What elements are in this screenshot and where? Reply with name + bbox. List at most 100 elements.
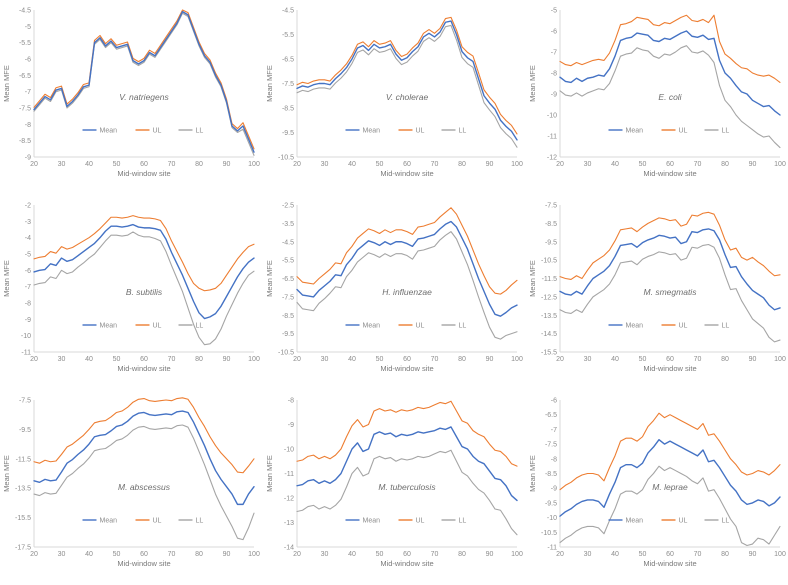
y-tick-label: -8 bbox=[288, 398, 294, 405]
series-line-ul bbox=[33, 9, 255, 150]
y-tick-label: -9 bbox=[25, 317, 31, 324]
y-tick-label: -10 bbox=[21, 333, 31, 340]
legend: Mean UL LL bbox=[345, 518, 466, 525]
legend: Mean UL LL bbox=[82, 518, 203, 525]
x-tick-label: 70 bbox=[694, 356, 702, 363]
x-tick-label: 50 bbox=[113, 356, 121, 363]
x-tick-label: 50 bbox=[376, 356, 384, 363]
y-axis-title: Mean MFE bbox=[265, 260, 274, 297]
y-tick-label: -9 bbox=[288, 422, 294, 429]
series-line-ll bbox=[33, 424, 255, 541]
x-tick-label: 80 bbox=[458, 356, 466, 363]
x-tick-label: 90 bbox=[486, 551, 494, 558]
chart-title: B. subtilis bbox=[126, 287, 163, 297]
y-tick-label: -2 bbox=[25, 203, 31, 210]
y-tick-label: -13 bbox=[284, 520, 294, 527]
y-tick-label: -15.5 bbox=[15, 515, 31, 522]
legend-label: UL bbox=[679, 323, 688, 330]
legend-label: Mean bbox=[100, 128, 118, 135]
y-axis-title: Mean MFE bbox=[528, 260, 537, 297]
chart-panel-e-coli: -5 -6 -7 -8 -9 -10 -11 -12 20 30 40 50 60 70 80 90 100 Mi… bbox=[526, 0, 788, 195]
y-tick-label: -6.5 bbox=[545, 412, 557, 419]
legend-label: UL bbox=[153, 323, 162, 330]
legend-item-mean: Mean bbox=[608, 128, 643, 135]
x-tick-label: 80 bbox=[195, 356, 203, 363]
legend-label: UL bbox=[416, 128, 425, 135]
y-tick-label: -9.5 bbox=[282, 331, 294, 338]
x-tick-label: 70 bbox=[694, 161, 702, 168]
legend: Mean UL LL bbox=[608, 323, 729, 330]
y-tick-label: -9.5 bbox=[545, 239, 557, 246]
x-axis-title: Mid-window site bbox=[643, 169, 696, 178]
y-axis-title: Mean MFE bbox=[2, 260, 11, 297]
y-tick-label: -9.5 bbox=[545, 500, 557, 507]
x-tick-label: 30 bbox=[584, 161, 592, 168]
x-tick-label: 50 bbox=[639, 161, 647, 168]
y-tick-label: -7.5 bbox=[545, 203, 557, 210]
legend: Mean UL LL bbox=[82, 128, 203, 135]
legend-label: LL bbox=[722, 518, 730, 525]
y-axis-title: Mean MFE bbox=[528, 455, 537, 492]
y-tick-label: -11 bbox=[547, 134, 557, 141]
legend-label: LL bbox=[722, 128, 730, 135]
y-tick-label: -5.5 bbox=[19, 40, 31, 47]
x-tick-label: 20 bbox=[30, 551, 38, 558]
x-tick-label: 30 bbox=[321, 551, 329, 558]
legend-item-ul: UL bbox=[661, 128, 688, 135]
x-tick-label: 70 bbox=[431, 161, 439, 168]
x-tick-label: 30 bbox=[58, 551, 66, 558]
x-tick-label: 100 bbox=[774, 551, 786, 558]
chart-title: V. natriegens bbox=[119, 92, 169, 102]
chart-title: E. coli bbox=[658, 92, 682, 102]
x-axis-title: Mid-window site bbox=[117, 559, 170, 568]
series-line-ll bbox=[33, 12, 255, 156]
y-tick-label: -6.5 bbox=[282, 276, 294, 283]
series-line-ll bbox=[559, 243, 781, 343]
legend-item-ll: LL bbox=[441, 518, 466, 525]
series-line-ul bbox=[296, 400, 518, 467]
x-tick-label: 100 bbox=[511, 161, 523, 168]
legend-item-mean: Mean bbox=[82, 323, 117, 330]
x-tick-label: 60 bbox=[666, 551, 674, 558]
y-tick-label: -8.5 bbox=[282, 313, 294, 320]
chart-title: M. tuberculosis bbox=[378, 482, 436, 492]
legend-item-mean: Mean bbox=[345, 518, 380, 525]
x-axis-title: Mid-window site bbox=[380, 364, 433, 373]
y-tick-label: -5 bbox=[551, 8, 557, 15]
legend-label: Mean bbox=[100, 518, 118, 525]
legend: Mean UL LL bbox=[345, 128, 467, 135]
y-tick-label: -7.5 bbox=[282, 294, 294, 301]
chart-canvas: -7.5 -9.5 -11.5 -13.5 -15.5 -17.520 30 40 50 60 70… bbox=[2, 397, 260, 568]
y-tick-label: -10 bbox=[284, 447, 294, 454]
y-tick-label: -10 bbox=[547, 515, 557, 522]
legend-item-mean: Mean bbox=[608, 323, 643, 330]
series-line-ul bbox=[33, 215, 255, 292]
legend-label: LL bbox=[196, 323, 204, 330]
y-tick-label: -13.5 bbox=[541, 313, 557, 320]
x-tick-label: 30 bbox=[58, 161, 66, 168]
x-tick-label: 100 bbox=[774, 161, 786, 168]
chart-title: M. abscessus bbox=[118, 482, 171, 492]
x-tick-label: 80 bbox=[721, 161, 729, 168]
x-tick-label: 50 bbox=[639, 356, 647, 363]
y-tick-label: -10.5 bbox=[541, 258, 557, 265]
y-tick-label: -6 bbox=[551, 29, 557, 36]
series-line-mean bbox=[33, 10, 255, 153]
x-tick-label: 100 bbox=[248, 551, 260, 558]
legend-item-ul: UL bbox=[398, 128, 425, 135]
chart-title: V. cholerae bbox=[386, 92, 429, 102]
x-tick-label: 50 bbox=[113, 551, 121, 558]
y-tick-label: -12 bbox=[284, 496, 294, 503]
legend-label: UL bbox=[679, 518, 688, 525]
legend-label: LL bbox=[459, 128, 467, 135]
x-tick-label: 100 bbox=[248, 356, 260, 363]
y-tick-label: -12 bbox=[547, 155, 557, 162]
y-tick-label: -15.5 bbox=[541, 350, 557, 357]
x-tick-label: 90 bbox=[749, 551, 757, 558]
series-line-ul bbox=[559, 14, 781, 83]
